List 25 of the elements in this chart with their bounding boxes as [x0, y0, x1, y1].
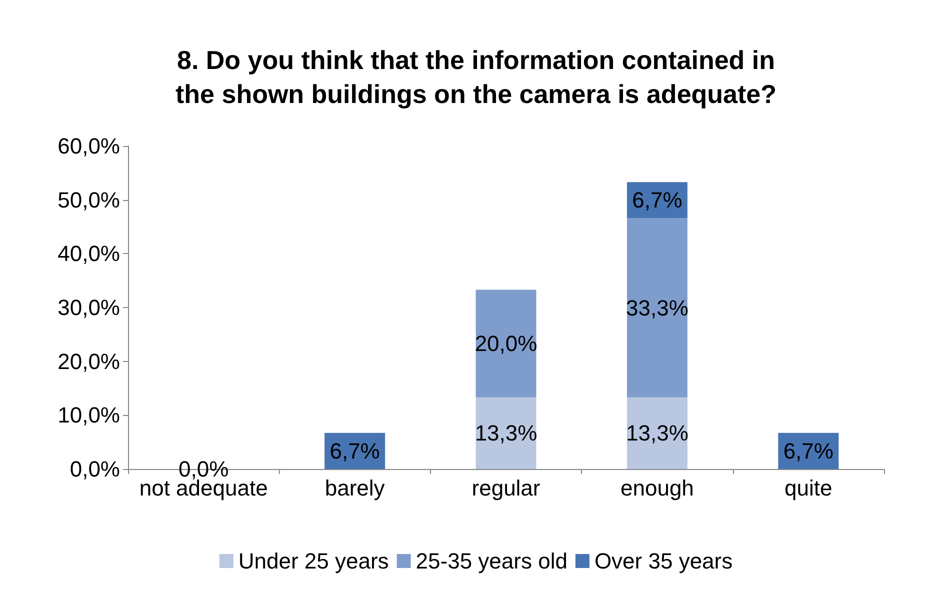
bar	[626, 397, 688, 469]
x-tick-label: quite	[784, 476, 832, 500]
bar	[626, 218, 688, 398]
bar	[476, 397, 536, 469]
y-tick-label: 40,0%	[58, 241, 120, 266]
y-tick-label: 0,0%	[70, 456, 120, 482]
legend-label: Under 25 years	[238, 548, 389, 574]
data-label: 20,0%	[474, 331, 538, 356]
chart-title: 8. Do you think that the information contained in the shown buildings on the camera is adequate?	[176, 45, 776, 109]
y-tick-label: 50,0%	[58, 187, 120, 212]
legend-label: Over 35 years	[594, 548, 733, 574]
legend-label: 25-35 years old	[416, 548, 568, 574]
y-tick-label: 30,0%	[58, 295, 120, 320]
data-label: 6,7%	[330, 438, 380, 464]
y-tick-label: 20,0%	[58, 348, 120, 374]
y-tick-label: 60,0%	[58, 134, 120, 158]
data-label: 6,7%	[632, 188, 682, 213]
y-tick-label: 10,0%	[58, 402, 120, 428]
data-label: 13,3%	[626, 420, 688, 446]
data-label: 13,3%	[474, 420, 538, 446]
x-tick-label: regular	[472, 476, 540, 500]
x-tick-label: barely	[324, 476, 385, 500]
data-label: 6,7%	[783, 438, 834, 464]
x-tick-label: enough	[620, 476, 694, 500]
bar	[476, 290, 536, 398]
